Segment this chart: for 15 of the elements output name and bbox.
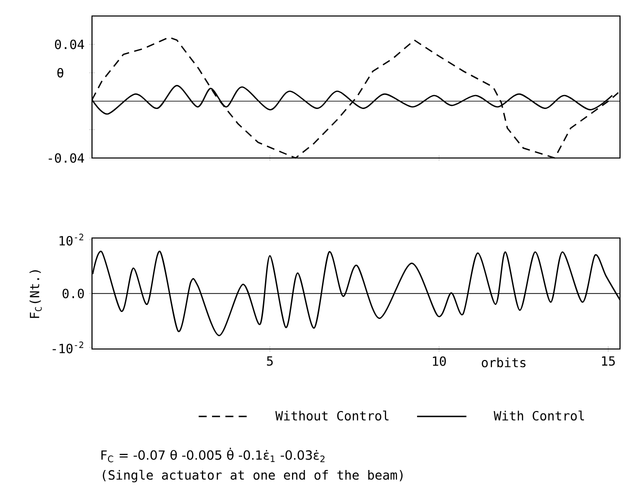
- y-tick-label: 10$^{-2}$: [60, 234, 84, 246]
- y-axis-title: F$_{C}$(Nt.): [30, 270, 42, 318]
- y-tick-label: 0.0: [62, 288, 84, 298]
- legend-label: With Control: [494, 410, 584, 421]
- x-axis-title: orbits: [482, 357, 526, 368]
- x-tick-label: 10: [432, 356, 446, 366]
- y-tick-label: 0.04: [54, 40, 84, 50]
- legend-label: Without Control: [275, 410, 388, 421]
- text: (Single actuator at one end of the beam): [102, 470, 403, 482]
- x-tick-label: 15: [602, 356, 615, 366]
- y-tick-label: -10$^{-2}$: [52, 341, 84, 354]
- y-axis-title: θ: [57, 68, 64, 78]
- x-tick-label: 5: [266, 356, 273, 366]
- text: F$_{C}$ = -0.07 θ -0.005 θ̇ -0.1ε̇$_{1}$ -0.03ε̇$_{2}$: [101, 448, 324, 462]
- y-tick-label: -0.04: [48, 153, 84, 163]
